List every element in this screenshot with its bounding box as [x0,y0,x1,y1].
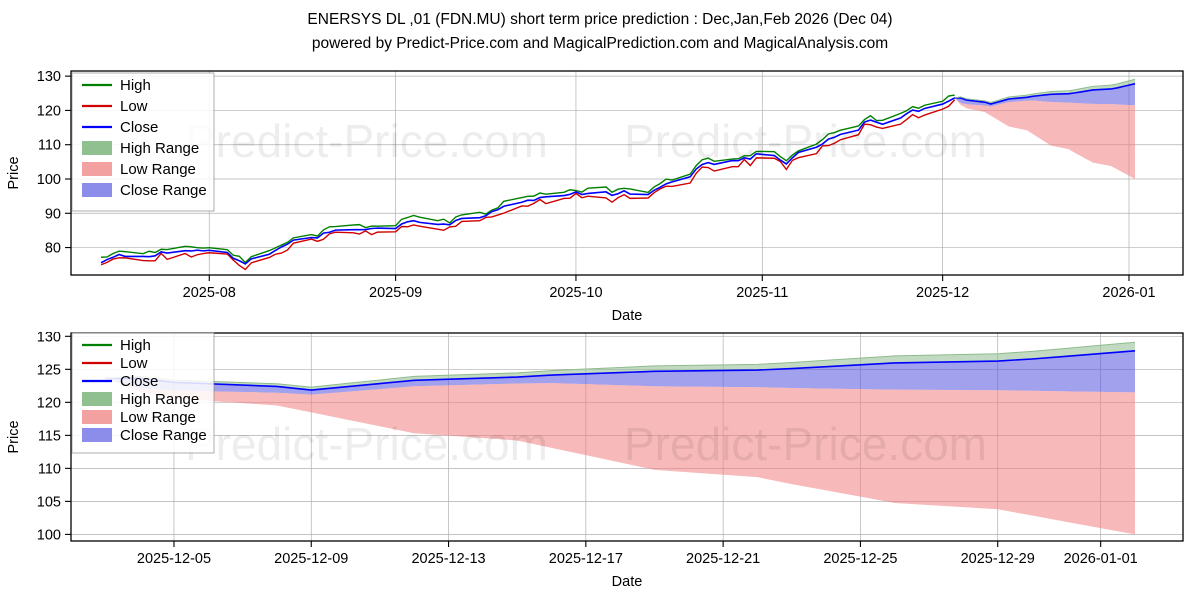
svg-text:100: 100 [37,527,61,543]
svg-text:115: 115 [38,428,61,444]
svg-text:2025-09: 2025-09 [369,285,422,301]
svg-text:Close: Close [120,373,158,390]
svg-text:2026-01: 2026-01 [1102,285,1155,301]
svg-text:125: 125 [37,362,61,378]
svg-text:High Range: High Range [120,391,199,408]
svg-text:2025-10: 2025-10 [549,285,602,301]
svg-text:Date: Date [612,308,643,324]
svg-text:2025-12-21: 2025-12-21 [686,551,760,567]
svg-text:2025-12: 2025-12 [916,285,969,301]
svg-text:Low Range: Low Range [120,409,196,426]
svg-text:Low Range: Low Range [120,161,196,178]
svg-text:High: High [120,77,151,94]
svg-text:Predict-Price.com: Predict-Price.com [624,418,987,470]
svg-text:Low: Low [120,355,148,372]
svg-text:2025-11: 2025-11 [736,285,788,301]
svg-text:90: 90 [45,206,61,222]
svg-text:80: 80 [45,241,61,257]
svg-text:Close: Close [120,119,158,136]
svg-text:110: 110 [38,138,61,154]
svg-text:130: 130 [37,69,61,85]
svg-text:Predict-Price.com: Predict-Price.com [624,115,987,167]
svg-text:High: High [120,337,151,354]
svg-text:Predict-Price.com: Predict-Price.com [185,418,548,470]
svg-text:2025-12-13: 2025-12-13 [411,551,485,567]
svg-text:High Range: High Range [120,140,199,157]
svg-text:Close Range: Close Range [120,182,207,199]
svg-text:2025-12-29: 2025-12-29 [961,551,1035,567]
svg-text:2025-12-25: 2025-12-25 [823,551,897,567]
svg-text:Low: Low [120,98,148,115]
svg-text:2025-12-09: 2025-12-09 [274,551,348,567]
svg-text:2026-01-01: 2026-01-01 [1064,551,1138,567]
svg-text:2025-12-17: 2025-12-17 [549,551,623,567]
svg-text:100: 100 [37,172,61,188]
svg-text:Predict-Price.com: Predict-Price.com [185,115,548,167]
svg-text:105: 105 [37,494,61,510]
svg-text:Price: Price [6,156,22,189]
svg-text:130: 130 [37,332,61,345]
svg-text:120: 120 [37,395,61,411]
svg-text:110: 110 [38,461,61,477]
svg-text:2025-12-05: 2025-12-05 [137,551,211,567]
svg-text:Price: Price [6,420,22,453]
svg-text:2025-08: 2025-08 [183,285,236,301]
svg-text:Close Range: Close Range [120,427,207,444]
svg-text:Date: Date [612,574,643,590]
svg-text:120: 120 [37,103,61,119]
